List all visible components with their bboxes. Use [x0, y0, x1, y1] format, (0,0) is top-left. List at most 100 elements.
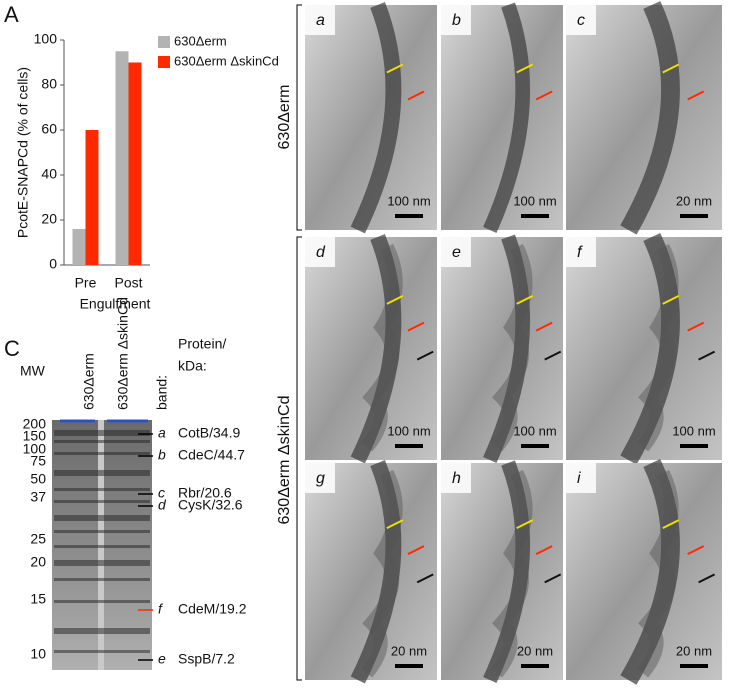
- band-letter: e: [158, 651, 166, 667]
- mw-marker: 10: [30, 646, 46, 662]
- arrow: [544, 350, 562, 361]
- y-axis-title: PcotE-SNAPCd (% of cells): [15, 67, 31, 238]
- legend-swatch: [158, 56, 170, 68]
- mw-marker: 200: [23, 416, 47, 432]
- band-letter: d: [158, 497, 167, 513]
- panel-sublabel: f: [577, 244, 583, 261]
- arrow: [407, 321, 425, 332]
- x-tick-label: Post: [114, 275, 142, 291]
- panel-sublabel: e: [452, 244, 461, 261]
- spore-coat: [620, 458, 680, 685]
- lane-label: 630Δerm ΔskinCd: [115, 297, 131, 410]
- coat-debris: [491, 243, 533, 452]
- gel-band: [54, 560, 150, 566]
- protein-label: Rbr/20.6: [178, 485, 232, 501]
- bar: [115, 51, 129, 265]
- arrow: [516, 295, 534, 305]
- scale-label: 20 nm: [676, 193, 712, 208]
- protein-label: CdeM/19.2: [178, 601, 247, 617]
- gel-band: [54, 515, 150, 521]
- label-box: [441, 237, 471, 267]
- arrow: [407, 90, 425, 101]
- band-letter: c: [158, 485, 165, 501]
- scale-label: 20 nm: [517, 643, 553, 658]
- mw-marker: 150: [23, 428, 47, 444]
- legend-label: 630Δerm ΔskinCd: [174, 53, 279, 68]
- label-box: [305, 5, 335, 35]
- spore-coat: [620, 1, 680, 235]
- coat-debris: [491, 469, 533, 678]
- group-label: 630Δerm: [276, 85, 293, 150]
- y-tick-label: 80: [41, 76, 57, 92]
- spore-coat: [350, 460, 402, 684]
- arrow: [516, 519, 534, 529]
- gel-band: [54, 430, 150, 436]
- spore-coat: [483, 2, 531, 233]
- scale-label: 100 nm: [513, 423, 556, 438]
- scale-label: 20 nm: [391, 643, 427, 658]
- band-letter: a: [158, 425, 166, 441]
- arrow: [386, 63, 404, 74]
- arrow: [416, 573, 434, 584]
- arrow: [662, 295, 680, 305]
- gel-band: [54, 500, 150, 503]
- label-box: [305, 237, 335, 267]
- scale-label: 100 nm: [672, 423, 715, 438]
- mw-marker: 37: [30, 489, 46, 505]
- gel-band: [54, 628, 150, 634]
- spore-coat: [620, 233, 680, 465]
- mw-marker: 25: [30, 531, 46, 547]
- gel-band: [54, 470, 150, 476]
- coat-debris: [361, 469, 403, 678]
- arrow: [535, 90, 553, 101]
- panel-sublabel: g: [316, 470, 325, 487]
- y-tick-label: 20: [41, 211, 57, 227]
- x-tick-label: Pre: [75, 275, 97, 291]
- panel-sublabel: b: [452, 12, 461, 29]
- arrow: [535, 321, 553, 332]
- label-box: [305, 463, 335, 493]
- legend-label: 630Δerm: [174, 33, 227, 48]
- arrow: [386, 295, 404, 305]
- arrow: [662, 519, 680, 529]
- y-tick-label: 60: [41, 121, 57, 137]
- gel-band: [54, 488, 150, 491]
- protein-header: kDa:: [178, 358, 207, 374]
- scale-label: 100 nm: [387, 193, 430, 208]
- spore-coat: [350, 234, 402, 464]
- arrow: [662, 63, 680, 74]
- protein-label: CdeC/44.7: [178, 447, 245, 463]
- group-bracket: [296, 4, 302, 231]
- arrow: [687, 90, 705, 101]
- panel-label: C: [4, 336, 20, 361]
- mw-marker: 100: [23, 441, 47, 457]
- y-tick-label: 0: [49, 256, 57, 272]
- coat-debris: [637, 243, 679, 452]
- gel-band: [54, 578, 150, 581]
- gel-band: [54, 530, 150, 533]
- arrow: [416, 350, 434, 361]
- protein-header: Protein/: [178, 336, 226, 352]
- label-box: [441, 5, 471, 35]
- protein-label: CysK/32.6: [178, 497, 243, 513]
- arrow: [386, 519, 404, 529]
- arrow: [407, 545, 425, 556]
- mw-marker: 50: [30, 471, 46, 487]
- group-bracket: [296, 236, 302, 681]
- panel-sublabel: i: [577, 470, 581, 487]
- mw-marker: 20: [30, 554, 46, 570]
- arrow: [544, 573, 562, 584]
- protein-label: CotB/34.9: [178, 425, 240, 441]
- arrow: [698, 350, 716, 361]
- arrow: [687, 545, 705, 556]
- scale-label: 100 nm: [513, 193, 556, 208]
- spore-coat: [483, 234, 531, 463]
- band-header: band:: [154, 375, 170, 410]
- group-label: 630Δerm ΔskinCd: [276, 396, 293, 525]
- label-box: [566, 5, 596, 35]
- arrow: [698, 573, 716, 584]
- bar: [128, 62, 142, 265]
- mw-marker: 75: [30, 453, 46, 469]
- mw-header: MW: [20, 363, 46, 379]
